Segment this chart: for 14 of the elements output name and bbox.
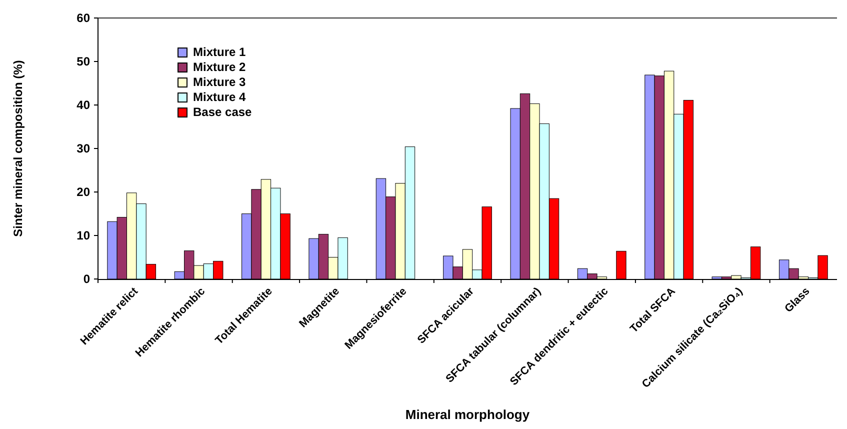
y-tick-label: 40 <box>76 98 90 112</box>
y-axis-title: Sinter mineral composition (%) <box>11 60 25 237</box>
y-tick-label: 50 <box>76 54 90 69</box>
legend-label: Mixture 3 <box>193 75 246 89</box>
y-tick-label: 10 <box>76 228 90 243</box>
x-axis-title: Mineral morphology <box>405 407 530 422</box>
legend-label: Mixture 1 <box>193 45 246 59</box>
legend-label: Mixture 2 <box>193 60 246 74</box>
y-tick-label: 20 <box>76 185 90 200</box>
legend-label: Base case <box>193 105 252 119</box>
y-tick-label: 30 <box>76 142 90 156</box>
y-tick-label: 0 <box>83 272 90 286</box>
y-tick-label: 60 <box>76 11 90 26</box>
legend-label: Mixture 4 <box>193 90 246 104</box>
